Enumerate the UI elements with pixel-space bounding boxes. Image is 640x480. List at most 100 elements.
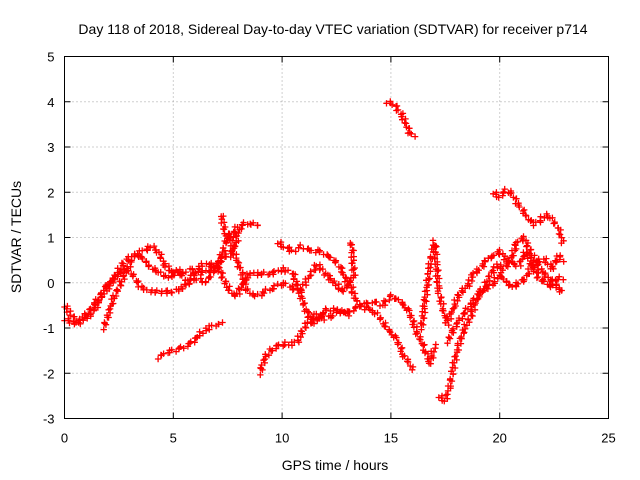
data-point bbox=[214, 263, 221, 271]
data-point bbox=[270, 271, 277, 278]
data-point bbox=[254, 290, 261, 298]
data-point bbox=[211, 267, 218, 274]
y-tick-label: -2 bbox=[43, 366, 55, 381]
data-point bbox=[394, 341, 401, 348]
data-point bbox=[105, 306, 112, 313]
data-point bbox=[386, 327, 393, 335]
data-point bbox=[421, 288, 429, 295]
y-tick-label: 5 bbox=[47, 50, 54, 65]
data-point bbox=[489, 267, 496, 274]
data-point bbox=[247, 220, 254, 227]
track-9 bbox=[417, 237, 567, 333]
data-point bbox=[231, 243, 239, 250]
data-point bbox=[117, 269, 124, 276]
data-point bbox=[164, 287, 171, 294]
data-point bbox=[347, 239, 354, 247]
data-point bbox=[500, 275, 507, 283]
data-point bbox=[220, 212, 227, 220]
data-point bbox=[432, 261, 439, 268]
data-point bbox=[230, 229, 237, 236]
data-point bbox=[338, 287, 346, 294]
data-point bbox=[157, 268, 164, 276]
data-point bbox=[448, 308, 455, 316]
track-8 bbox=[383, 98, 419, 140]
y-tick-label: 2 bbox=[47, 185, 54, 200]
data-point bbox=[399, 300, 406, 307]
data-point bbox=[293, 278, 301, 285]
data-point bbox=[460, 330, 467, 337]
data-point bbox=[350, 266, 357, 273]
data-point bbox=[527, 217, 534, 225]
data-point bbox=[549, 282, 556, 289]
data-point bbox=[406, 314, 414, 321]
data-point bbox=[297, 333, 304, 341]
data-point bbox=[109, 300, 116, 308]
data-point bbox=[229, 237, 236, 244]
y-tick-label: 3 bbox=[47, 140, 54, 155]
data-point bbox=[485, 273, 492, 280]
data-point bbox=[350, 272, 357, 279]
data-point bbox=[197, 275, 204, 282]
data-point bbox=[329, 312, 336, 320]
data-point bbox=[257, 371, 264, 379]
data-point bbox=[486, 277, 493, 284]
data-point bbox=[313, 262, 320, 270]
data-point bbox=[560, 276, 567, 283]
data-point bbox=[523, 242, 531, 249]
data-point bbox=[113, 286, 121, 293]
data-point bbox=[228, 248, 235, 255]
data-point bbox=[445, 321, 452, 329]
track-5 bbox=[257, 307, 351, 379]
data-point bbox=[558, 287, 565, 294]
data-point bbox=[199, 263, 206, 270]
data-point bbox=[180, 345, 187, 352]
data-point bbox=[150, 242, 158, 250]
x-tick-label: 15 bbox=[384, 431, 398, 446]
data-point bbox=[108, 295, 115, 303]
data-point bbox=[118, 259, 126, 267]
data-point bbox=[425, 360, 433, 367]
data-point bbox=[177, 343, 184, 350]
data-point bbox=[165, 274, 172, 281]
track-2 bbox=[61, 230, 439, 367]
data-point bbox=[352, 304, 359, 312]
data-point bbox=[387, 291, 394, 298]
data-point bbox=[179, 285, 186, 292]
data-point bbox=[217, 257, 224, 264]
data-point bbox=[236, 264, 243, 272]
data-point bbox=[369, 307, 376, 314]
data-point bbox=[111, 271, 118, 279]
data-point bbox=[297, 285, 304, 293]
data-point bbox=[128, 257, 135, 264]
data-point bbox=[145, 262, 153, 269]
data-point bbox=[549, 214, 556, 221]
data-point bbox=[456, 335, 464, 342]
data-point bbox=[202, 279, 209, 286]
data-point bbox=[350, 284, 357, 291]
data-point bbox=[280, 244, 287, 251]
data-point bbox=[522, 211, 529, 219]
data-point bbox=[160, 350, 167, 357]
data-point bbox=[133, 279, 141, 286]
data-point bbox=[514, 238, 521, 245]
data-point bbox=[340, 288, 347, 295]
data-point bbox=[401, 352, 408, 359]
data-point bbox=[409, 363, 417, 371]
data-point bbox=[196, 328, 203, 335]
data-point bbox=[434, 290, 442, 297]
data-point bbox=[94, 296, 102, 304]
data-point bbox=[501, 185, 508, 193]
data-point bbox=[349, 247, 356, 254]
y-tick-label: 1 bbox=[47, 231, 54, 246]
data-point bbox=[356, 301, 363, 308]
data-point bbox=[409, 366, 416, 373]
data-point bbox=[505, 258, 513, 265]
data-point bbox=[376, 316, 384, 323]
data-point bbox=[158, 251, 165, 258]
data-point bbox=[462, 325, 469, 333]
data-point bbox=[438, 294, 445, 301]
data-point bbox=[326, 272, 333, 279]
data-point bbox=[454, 297, 461, 305]
data-point bbox=[316, 266, 323, 274]
